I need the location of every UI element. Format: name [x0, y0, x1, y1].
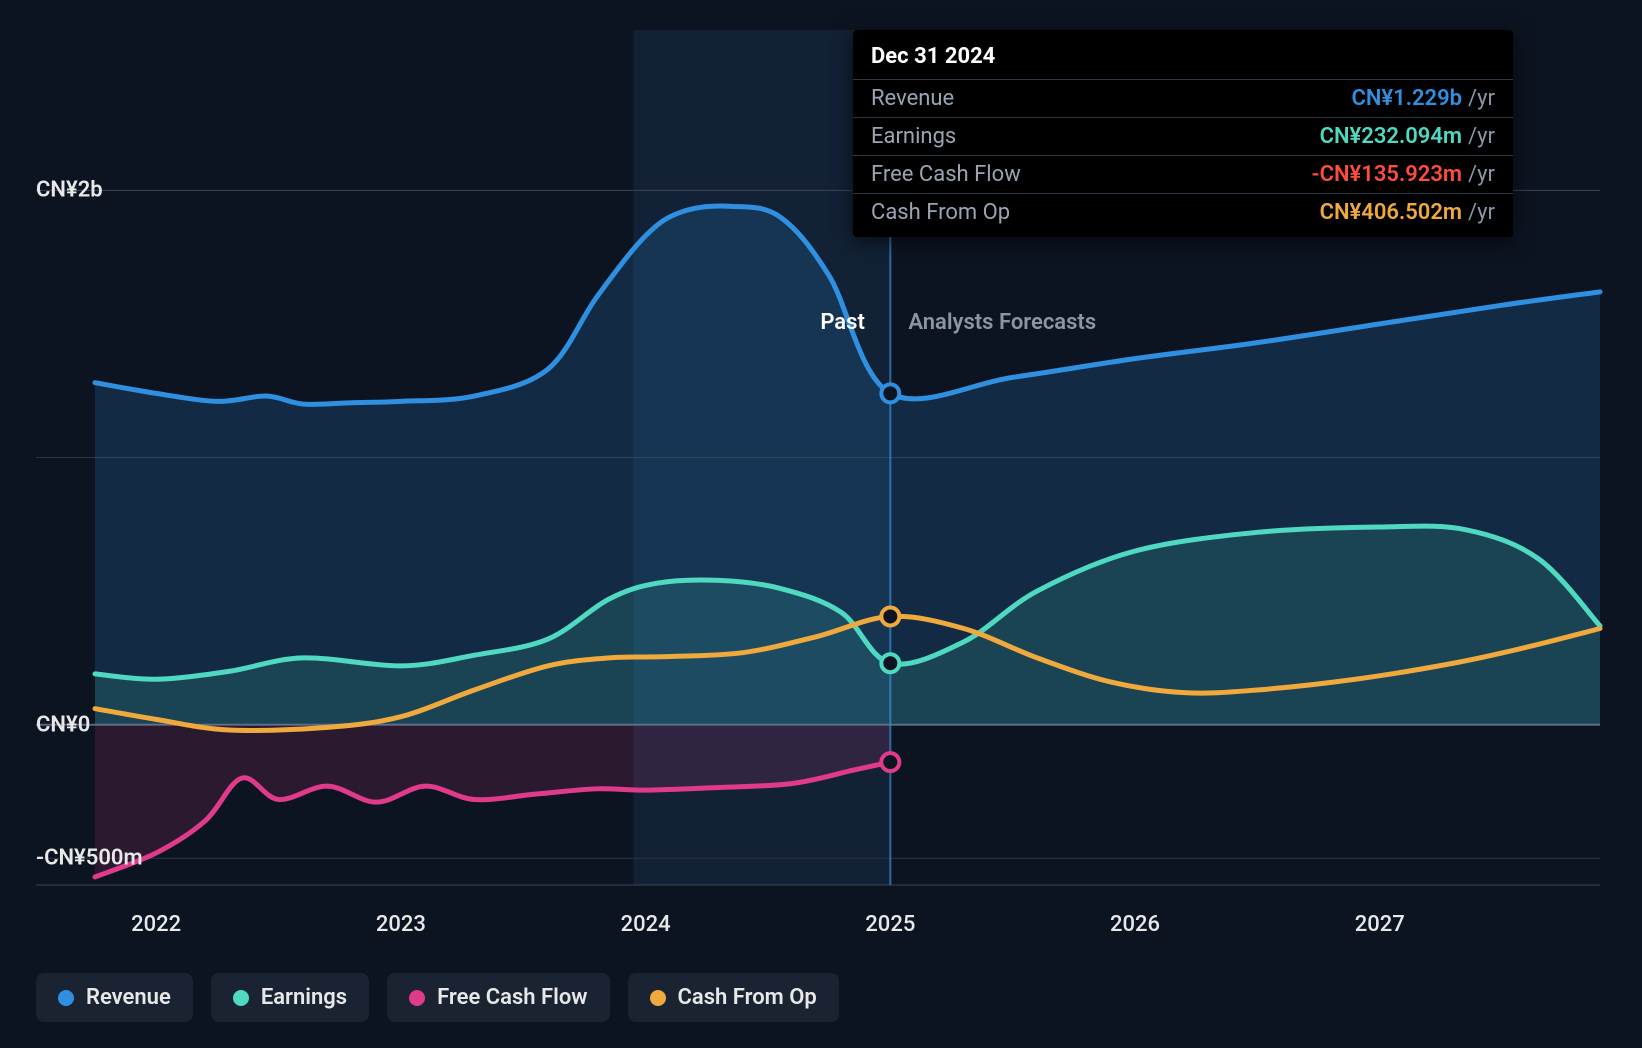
tooltip-row-value: CN¥232.094m [1320, 124, 1462, 149]
legend-item-label: Free Cash Flow [437, 985, 587, 1010]
x-axis-label: 2023 [376, 912, 426, 937]
legend-dot-icon [650, 990, 666, 1006]
x-axis-label: 2025 [865, 912, 915, 937]
legend: Revenue Earnings Free Cash Flow Cash From O… [36, 973, 839, 1022]
tooltip-row-unit: /yr [1468, 162, 1495, 187]
tooltip-row-value: -CN¥135.923m [1312, 162, 1463, 187]
tooltip-row-label: Free Cash Flow [871, 162, 1312, 187]
legend-dot-icon [409, 990, 425, 1006]
tooltip: Dec 31 2024 RevenueCN¥1.229b/yrEarningsC… [853, 30, 1513, 237]
legend-item[interactable]: Earnings [211, 973, 369, 1022]
tooltip-row-value: CN¥1.229b [1351, 86, 1462, 111]
tooltip-row-label: Cash From Op [871, 200, 1320, 225]
tooltip-row-unit: /yr [1468, 86, 1495, 111]
tooltip-row: EarningsCN¥232.094m/yr [853, 117, 1513, 155]
tooltip-row: Free Cash Flow-CN¥135.923m/yr [853, 155, 1513, 193]
legend-dot-icon [58, 990, 74, 1006]
legend-item[interactable]: Revenue [36, 973, 193, 1022]
x-axis-label: 2026 [1110, 912, 1160, 937]
tooltip-row-unit: /yr [1468, 200, 1495, 225]
legend-item-label: Earnings [261, 985, 347, 1010]
segment-label-forecast: Analysts Forecasts [908, 310, 1096, 335]
legend-dot-icon [233, 990, 249, 1006]
tooltip-row: Cash From OpCN¥406.502m/yr [853, 193, 1513, 231]
legend-item-label: Revenue [86, 985, 171, 1010]
x-axis-label: 2022 [131, 912, 181, 937]
x-axis-label: 2027 [1355, 912, 1405, 937]
financial-chart: CN¥2b CN¥0 -CN¥500m 2022 2023 2024 2025 2026 20… [0, 0, 1642, 1048]
x-axis-label: 2024 [621, 912, 671, 937]
legend-item[interactable]: Free Cash Flow [387, 973, 609, 1022]
tooltip-title: Dec 31 2024 [853, 40, 1513, 79]
tooltip-row-value: CN¥406.502m [1320, 200, 1462, 225]
y-axis-label: CN¥2b [36, 178, 103, 203]
legend-item-label: Cash From Op [678, 985, 817, 1010]
tooltip-row-label: Revenue [871, 86, 1351, 111]
segment-label-past: Past [820, 310, 865, 335]
tooltip-row-label: Earnings [871, 124, 1320, 149]
tooltip-row-unit: /yr [1468, 124, 1495, 149]
y-axis-label: -CN¥500m [36, 846, 143, 871]
y-axis-label: CN¥0 [36, 712, 90, 737]
legend-item[interactable]: Cash From Op [628, 973, 839, 1022]
tooltip-row: RevenueCN¥1.229b/yr [853, 79, 1513, 117]
